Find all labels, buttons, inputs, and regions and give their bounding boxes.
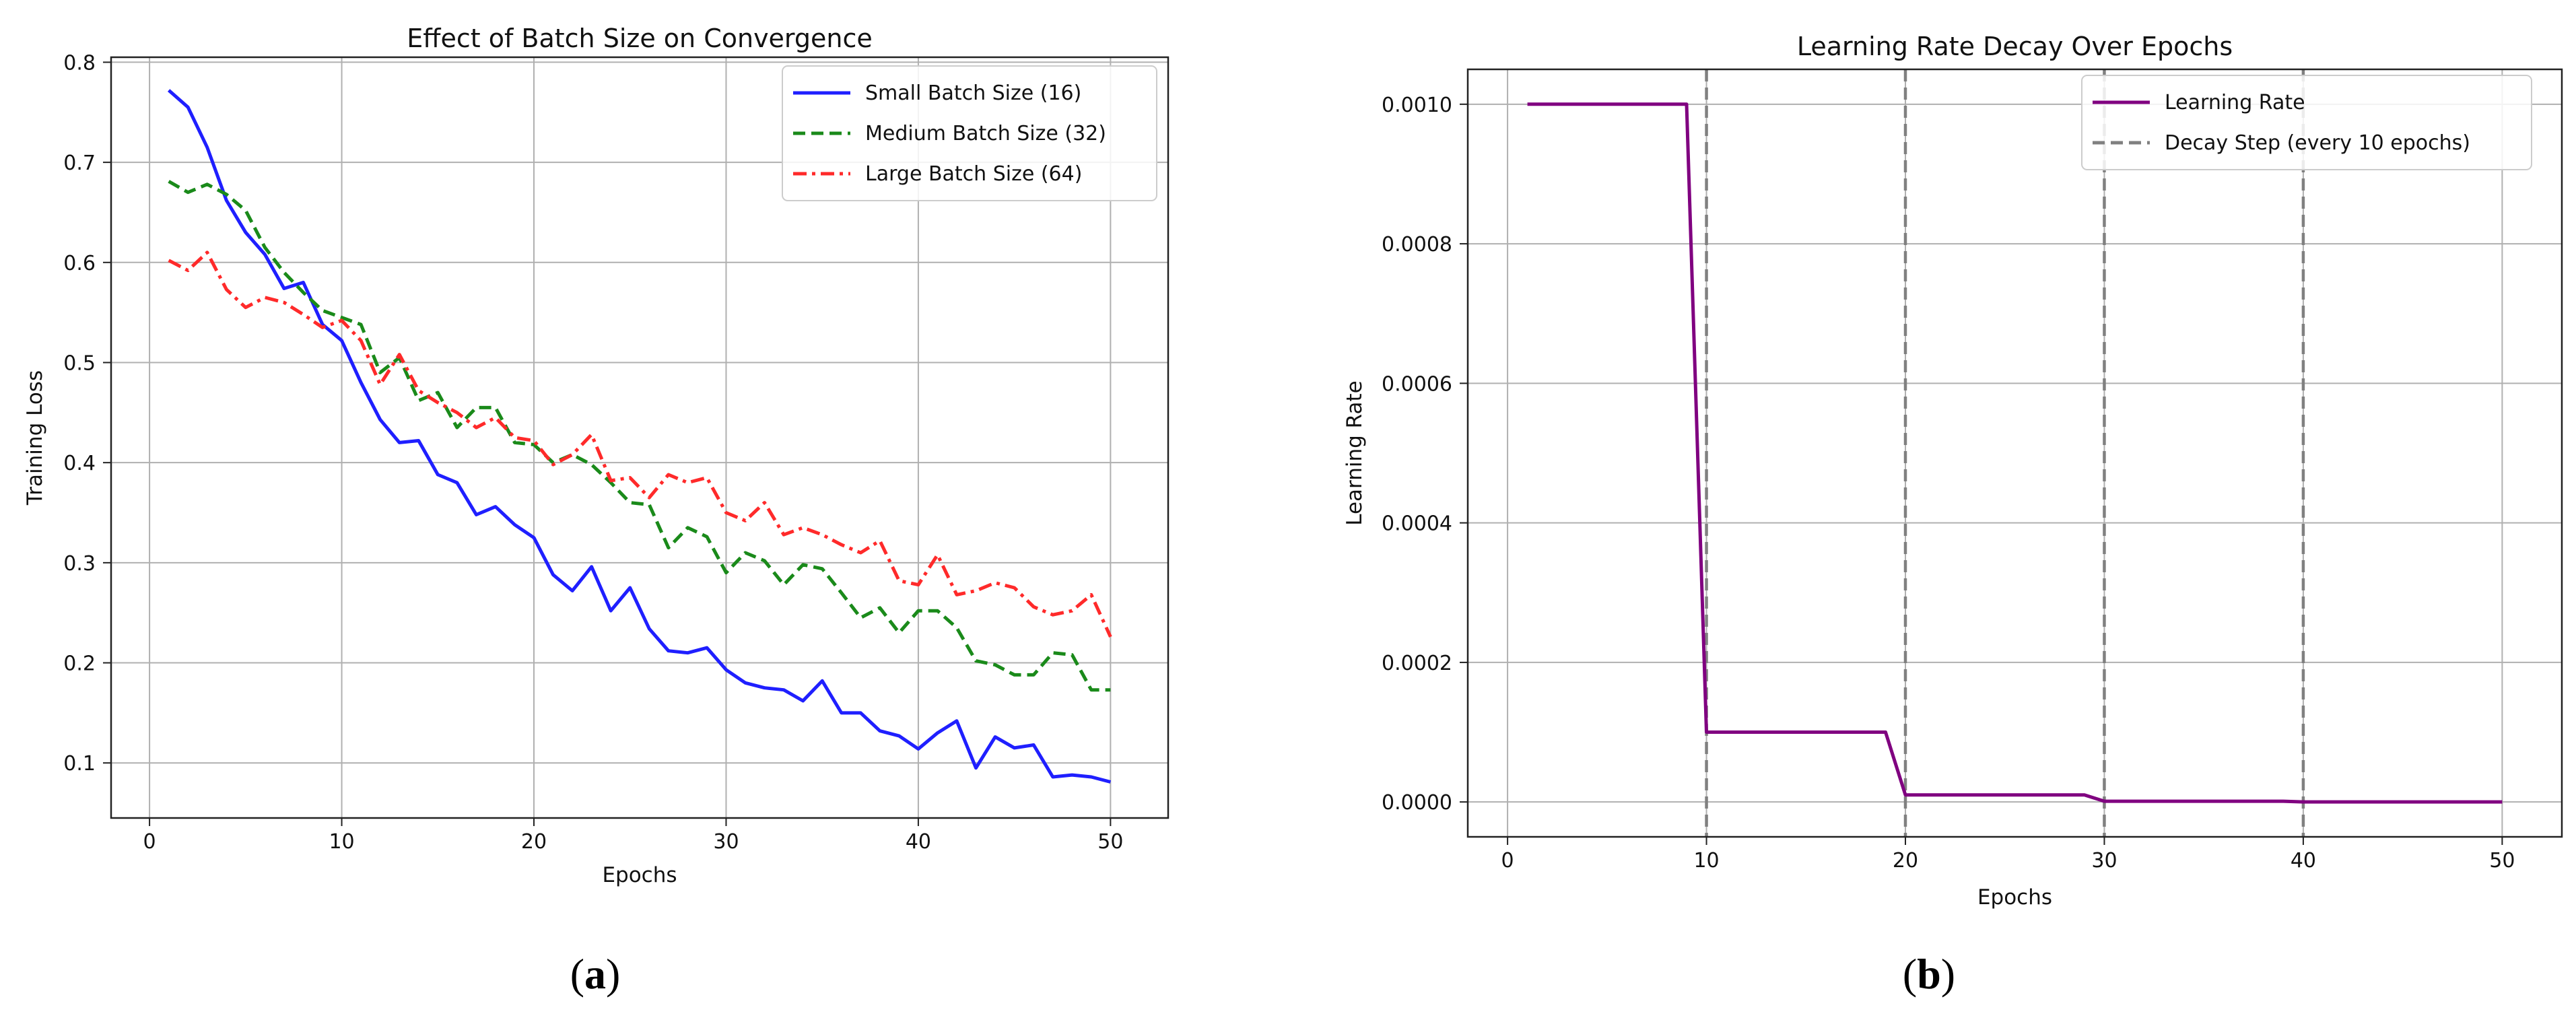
chart-b: 0 10 20 30 40 50 0.0000 0.0002 0.0004 0.0006 0.000… bbox=[1343, 32, 2563, 998]
series-line bbox=[1527, 102, 2503, 804]
x-tick-label: 50 bbox=[1097, 830, 1123, 854]
y-tick-label: 0.0004 bbox=[1382, 512, 1452, 536]
panel-label-open: ( bbox=[570, 950, 584, 998]
chart-a: 0 10 20 30 40 50 0.1 0.2 0.3 0.4 0.5 0.6 0.7 0.8 Effec… bbox=[23, 24, 1170, 998]
chart-title: Effect of Batch Size on Convergence bbox=[407, 24, 873, 53]
panel-label-open: ( bbox=[1903, 950, 1917, 998]
x-tick-label: 0 bbox=[143, 830, 156, 854]
x-tick-label: 20 bbox=[1893, 849, 1918, 873]
legend-label: Medium Batch Size (32) bbox=[865, 122, 1106, 145]
chart-title: Learning Rate Decay Over Epochs bbox=[1797, 32, 2233, 61]
legend-label: Decay Step (every 10 epochs) bbox=[2165, 131, 2470, 155]
y-tick-label: 0.0008 bbox=[1382, 233, 1452, 257]
x-tick-label: 0 bbox=[1501, 849, 1514, 873]
panel-label-letter: b bbox=[1917, 950, 1941, 998]
y-axis-label: Training Loss bbox=[23, 370, 47, 506]
legend: Learning Rate Decay Step (every 10 epochs… bbox=[2081, 75, 2532, 170]
legend-box bbox=[2081, 75, 2532, 170]
plot-frame bbox=[1466, 68, 2563, 838]
x-tick-label: 50 bbox=[2489, 849, 2515, 873]
legend: Small Batch Size (16) Medium Batch Size (… bbox=[782, 65, 1157, 201]
y-axis-label: Learning Rate bbox=[1343, 380, 1367, 526]
y-tick-label: 0.4 bbox=[63, 452, 96, 475]
y-tick-label: 0.6 bbox=[63, 252, 96, 275]
y-tick-label: 0.2 bbox=[63, 652, 96, 676]
x-tick-label: 40 bbox=[906, 830, 931, 854]
y-tick-label: 0.0010 bbox=[1382, 94, 1452, 117]
legend-label: Small Batch Size (16) bbox=[865, 81, 1081, 105]
legend-label: Large Batch Size (64) bbox=[865, 162, 1082, 186]
x-tick-label: 30 bbox=[713, 830, 739, 854]
y-tick-label: 0.0006 bbox=[1382, 372, 1452, 396]
series-line bbox=[168, 180, 1111, 692]
y-tick-label: 0.8 bbox=[63, 51, 96, 75]
panel-label-close: ) bbox=[606, 950, 620, 998]
y-tick-label: 0.1 bbox=[63, 752, 96, 776]
y-tick-label: 0.5 bbox=[63, 351, 96, 375]
x-tick-label: 40 bbox=[2291, 849, 2316, 873]
legend-label: Learning Rate bbox=[2165, 91, 2305, 114]
panel-label-letter: a bbox=[584, 950, 606, 998]
x-axis-label: Epochs bbox=[1977, 885, 2052, 910]
y-tick-label: 0.0002 bbox=[1382, 652, 1452, 675]
panel-label: (b) bbox=[1903, 950, 1955, 998]
y-tick-label: 0.0000 bbox=[1382, 791, 1452, 815]
x-tick-label: 30 bbox=[2091, 849, 2117, 873]
x-axis-label: Epochs bbox=[602, 863, 677, 887]
panel-label-close: ) bbox=[1941, 950, 1955, 998]
legend-box bbox=[782, 65, 1157, 201]
y-tick-label: 0.3 bbox=[63, 552, 96, 576]
x-tick-label: 20 bbox=[521, 830, 547, 854]
series-line bbox=[168, 250, 1112, 638]
panel-label: (a) bbox=[570, 950, 621, 998]
y-tick-label: 0.7 bbox=[63, 151, 96, 175]
plot-frame bbox=[110, 56, 1170, 819]
x-tick-label: 10 bbox=[1693, 849, 1719, 873]
x-tick-label: 10 bbox=[329, 830, 354, 854]
